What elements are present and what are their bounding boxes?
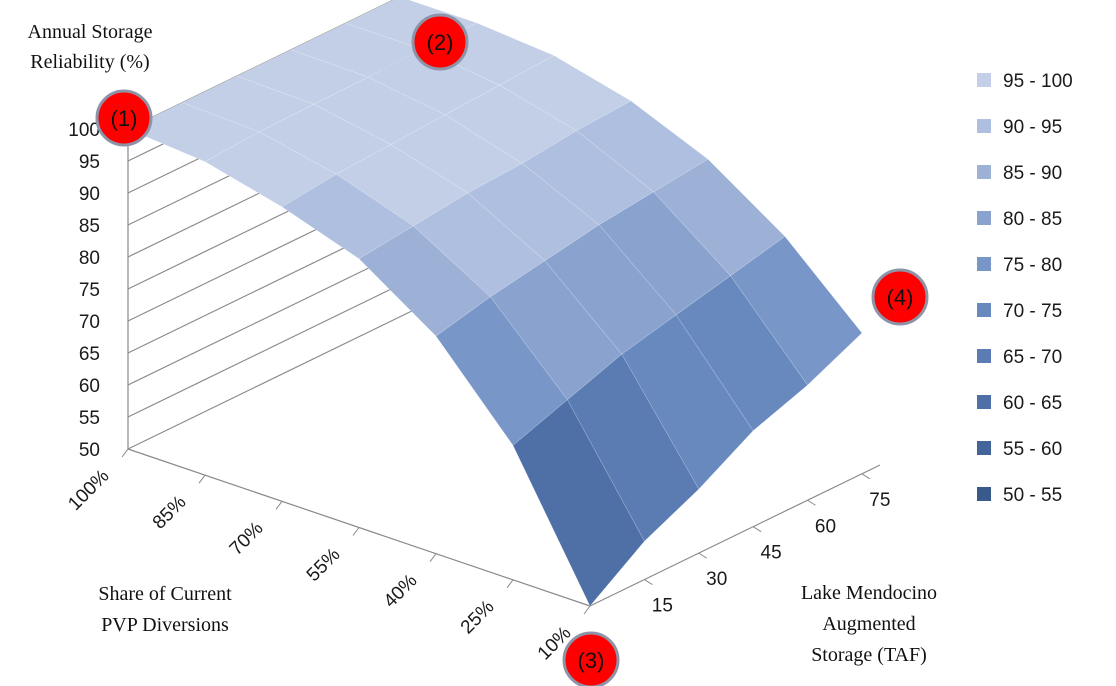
z-tick-100: 100	[68, 120, 100, 141]
y-tickmark-1	[698, 552, 708, 559]
x-axis-title-line1: Share of Current	[98, 583, 232, 605]
legend-label-8: 55 - 60	[1003, 439, 1062, 460]
x-axis-title-line2: PVP Diversions	[101, 614, 229, 636]
marker-3: (3)	[562, 631, 620, 686]
z-axis-ticks: 50 55 60 65 70 75 80 85 90 95 100	[68, 120, 100, 461]
legend-label-0: 95 - 100	[1003, 71, 1073, 92]
y-tickmark-3	[807, 499, 816, 506]
y-tick-30: 30	[706, 569, 727, 590]
x-tick-3: 55%	[303, 544, 345, 586]
legend-swatch-0	[977, 73, 991, 87]
z-axis-title-line2: Reliability (%)	[30, 51, 149, 73]
y-tick-45: 45	[761, 543, 782, 564]
x-tickmark-6	[583, 605, 591, 615]
legend-label-6: 65 - 70	[1003, 347, 1062, 368]
y-axis-ticks: 15 30 45 60 75	[644, 473, 890, 617]
x-tick-5: 25%	[457, 596, 499, 638]
x-tickmark-5	[506, 579, 514, 589]
z-tick-90: 90	[79, 184, 100, 205]
legend-label-2: 85 - 90	[1003, 163, 1062, 184]
z-tick-85: 85	[79, 216, 100, 237]
surface-cell-5-0	[512, 399, 645, 607]
z-tick-65: 65	[79, 344, 100, 365]
marker-4: (4)	[871, 268, 929, 326]
marker-1: (1)	[95, 89, 153, 147]
y-tickmark-4	[861, 473, 871, 480]
legend-swatch-9	[977, 487, 991, 501]
x-tick-0: 100%	[64, 466, 113, 515]
z-tick-60: 60	[79, 376, 100, 397]
legend-swatch-5	[977, 303, 991, 317]
floor-outline	[127, 448, 881, 607]
y-axis-title-line1: Lake Mendocino	[801, 582, 937, 604]
y-axis-title-line2: Augmented	[822, 613, 915, 635]
y-tickmark-0	[644, 579, 653, 585]
z-tick-70: 70	[79, 312, 100, 333]
y-tick-15: 15	[652, 596, 673, 617]
legend-swatch-1	[977, 119, 991, 133]
legend-label-5: 70 - 75	[1003, 301, 1062, 322]
x-tick-2: 70%	[226, 518, 268, 560]
z-tick-50: 50	[79, 440, 100, 461]
legend-label-9: 50 - 55	[1003, 485, 1062, 506]
z-tick-55: 55	[79, 408, 100, 429]
z-axis-title-line1: Annual Storage	[28, 21, 153, 43]
x-tick-4: 40%	[380, 570, 422, 612]
marker-2-label: (2)	[427, 30, 454, 55]
legend-swatch-4	[977, 257, 991, 271]
surface-mesh	[127, 0, 863, 607]
legend-swatch-7	[977, 395, 991, 409]
legend-swatch-6	[977, 349, 991, 363]
x-tick-1: 85%	[149, 492, 191, 534]
x-tickmark-4	[429, 553, 437, 562]
y-axis-line	[589, 464, 881, 607]
legend: 95 - 100 90 - 95 85 - 90 80 - 85 75 - 80 70 -…	[977, 71, 1073, 506]
marker-3-label: (3)	[578, 648, 605, 673]
y-tickmark-2	[752, 526, 762, 533]
gridline-z-50	[127, 307, 419, 450]
legend-label-4: 75 - 80	[1003, 255, 1062, 276]
legend-label-3: 80 - 85	[1003, 209, 1062, 230]
legend-label-7: 60 - 65	[1003, 393, 1062, 414]
legend-swatch-3	[977, 211, 991, 225]
marker-2: (2)	[411, 13, 469, 71]
legend-label-1: 90 - 95	[1003, 117, 1062, 138]
legend-swatch-2	[977, 165, 991, 179]
gridline-z-55	[127, 275, 419, 418]
gridline-z-100	[127, 0, 395, 130]
y-tick-75: 75	[869, 490, 890, 511]
x-tickmark-1	[198, 474, 206, 484]
z-tick-95: 95	[79, 152, 100, 173]
x-tickmark-0	[121, 448, 129, 458]
legend-swatch-8	[977, 441, 991, 455]
marker-4-label: (4)	[887, 285, 914, 310]
marker-1-label: (1)	[111, 106, 138, 131]
z-tick-75: 75	[79, 280, 100, 301]
y-axis-title-line3: Storage (TAF)	[811, 644, 927, 666]
x-tickmark-2	[275, 501, 283, 510]
x-tickmark-3	[352, 527, 360, 536]
y-tick-60: 60	[815, 516, 836, 537]
z-tick-80: 80	[79, 248, 100, 269]
